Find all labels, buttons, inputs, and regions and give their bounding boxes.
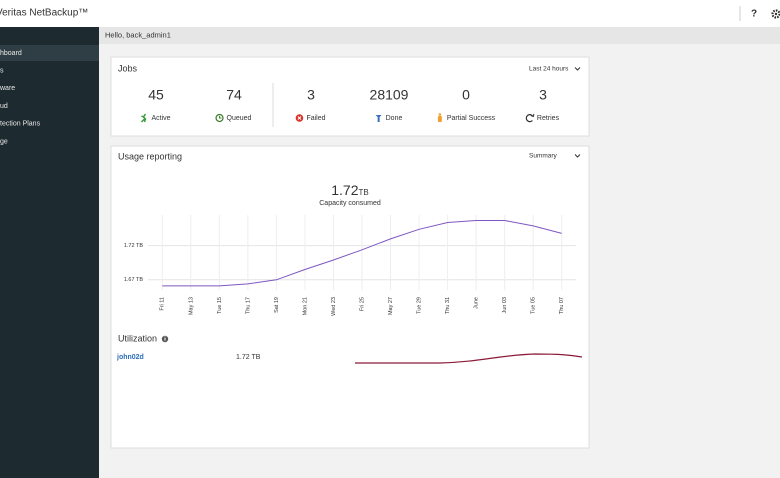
retries-icon	[525, 114, 534, 123]
x-tick-label: Sat 19	[274, 297, 280, 313]
capacity-label: Capacity consumed	[319, 200, 381, 207]
nav-item[interactable]: tection Plans	[0, 121, 41, 128]
job-stats: 45 Active 74 Queued 3 Failed 28109 Done 0 Partial…	[140, 87, 560, 123]
stat-label: Done	[386, 115, 403, 122]
stat-value: 74	[226, 87, 242, 103]
stat-label: Retries	[537, 115, 560, 122]
greeting-bar	[99, 27, 780, 44]
nav-item[interactable]: ud	[0, 103, 8, 110]
x-tick-label: Mon 21	[302, 297, 308, 315]
nav-item[interactable]: ware	[0, 85, 15, 92]
stat-label: Active	[151, 115, 170, 122]
selected-item	[0, 45, 99, 61]
x-tick-label: Fri 25	[359, 297, 365, 311]
x-tick-label: Tue 05	[531, 297, 537, 314]
sidebar-items: hboard s ware ud tection Plans ge	[0, 45, 99, 145]
x-tick-label: Wed 23	[331, 297, 337, 316]
help-button[interactable]: ?	[751, 9, 757, 20]
greeting: Hello, back_admin1	[105, 30, 171, 39]
active-icon	[140, 113, 147, 123]
x-tick-label: Thu 07	[559, 297, 565, 314]
nav-item[interactable]: ge	[0, 138, 8, 145]
nav-item[interactable]: s	[0, 68, 4, 75]
stat-value: 3	[307, 87, 315, 103]
brand: Veritas NetBackup™	[0, 8, 88, 19]
x-tick-label: Thu 31	[445, 297, 451, 314]
x-tick-label: Tue 29	[417, 297, 423, 314]
view-select[interactable]: Summary	[529, 153, 558, 160]
chevron	[574, 67, 581, 71]
utilization-title: Utilization	[118, 333, 157, 343]
stat-value: 45	[148, 87, 164, 103]
stat-value: 0	[462, 87, 470, 103]
capacity-unit: TB	[359, 188, 369, 197]
jobs-title: Jobs	[118, 63, 138, 73]
x-tick-label: Thu 17	[245, 297, 251, 314]
stat-value: 3	[539, 87, 547, 103]
x-tick-label: Fri 11	[160, 297, 166, 311]
capacity-value: 1.72	[331, 182, 358, 198]
capacity-line	[162, 220, 562, 287]
x-tick-label: May 13	[188, 297, 194, 315]
range-select[interactable]: Last 24 hours	[529, 66, 569, 73]
client-link[interactable]: john02d	[116, 354, 144, 361]
top-bar	[0, 0, 780, 27]
x-tick-label: Jun 03	[502, 297, 508, 314]
partial-icon	[437, 116, 442, 122]
jobs-card	[110, 56, 590, 137]
queued-icon-hand	[219, 116, 222, 119]
nav-item[interactable]: hboard	[0, 50, 22, 57]
partial-icon-head	[438, 113, 442, 116]
y-tick-label: 1.72 TB	[124, 243, 143, 249]
x-tick-label: May 27	[388, 297, 394, 315]
failed-icon-x	[297, 116, 302, 120]
usage-chart: 1.67 TB 1.72 TB Fri 11 May 13 Tue 15 Thu 17 Sa…	[124, 215, 576, 316]
retries-icon-arrow	[530, 113, 535, 118]
client-size: 1.72 TB	[236, 354, 261, 361]
usage-card	[110, 145, 590, 449]
y-tick-label: 1.67 TB	[124, 277, 143, 283]
stat-label: Queued	[227, 115, 252, 122]
done-icon	[375, 115, 382, 122]
info-icon[interactable]	[161, 335, 169, 343]
usage-title: Usage reporting	[118, 151, 182, 161]
capacity: 1.72TB	[331, 182, 368, 198]
queued-icon	[215, 113, 224, 123]
x-tick-label: June	[474, 297, 480, 309]
sidebar	[0, 27, 99, 478]
stat-label: Failed	[306, 115, 325, 122]
x-tick-label: Tue 15	[217, 297, 223, 314]
chevron	[574, 154, 581, 158]
stat-label: Partial Success	[447, 115, 496, 122]
stat-value: 28109	[370, 87, 409, 103]
sparkline	[355, 353, 583, 364]
